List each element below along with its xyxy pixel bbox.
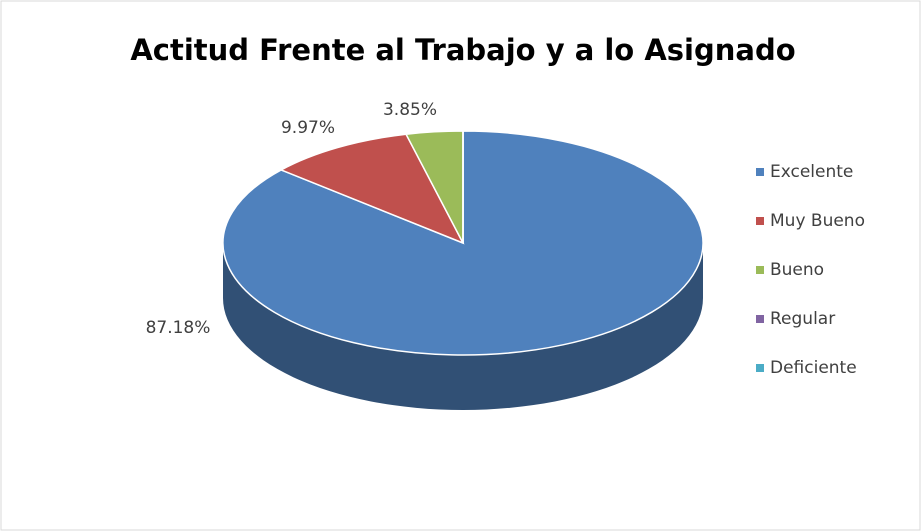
pie-side <box>223 243 703 410</box>
data-label: 9.97% <box>281 118 335 138</box>
legend-swatch <box>756 266 764 274</box>
pie-slice <box>222 130 704 356</box>
pie-slice <box>279 133 465 245</box>
legend-label: Bueno <box>770 260 824 280</box>
legend-swatch <box>756 217 764 225</box>
legend-swatch <box>756 364 764 372</box>
chart-title: Actitud Frente al Trabajo y a lo Asignad… <box>130 33 795 67</box>
legend-label: Muy Bueno <box>770 211 865 231</box>
legend-swatch <box>756 315 764 323</box>
data-label: 3.85% <box>383 100 437 120</box>
legend-label: Regular <box>770 309 835 329</box>
legend-label: Excelente <box>770 162 853 182</box>
data-label: 87.18% <box>146 318 211 338</box>
legend-label: Deficiente <box>770 358 857 378</box>
legend-swatch <box>756 168 764 176</box>
